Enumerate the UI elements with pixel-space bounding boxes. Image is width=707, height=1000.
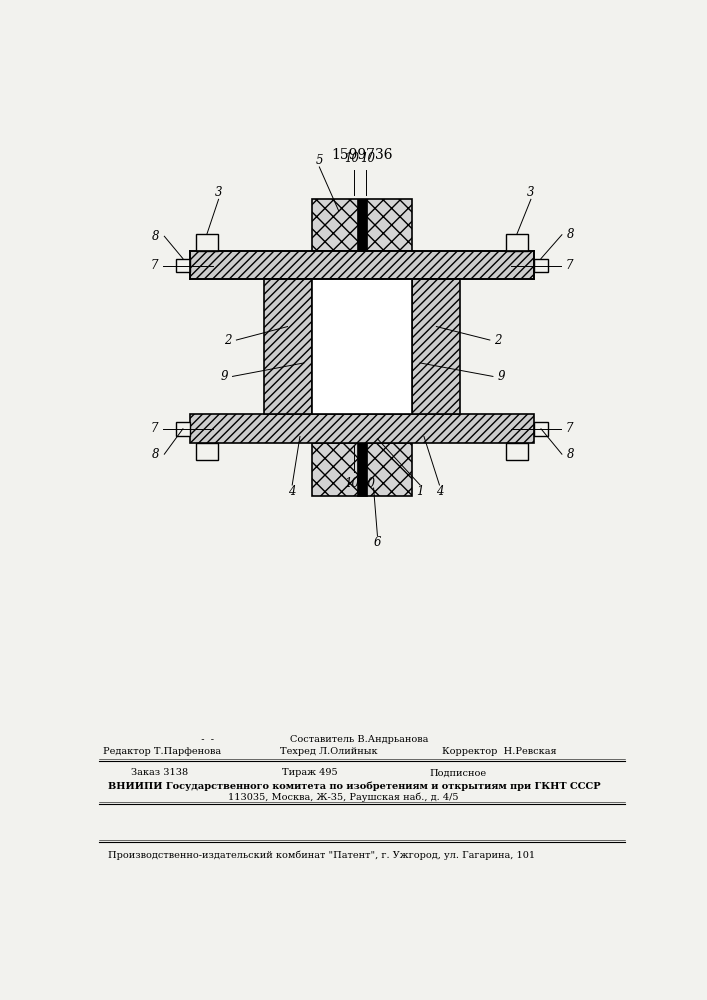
Text: Подписное: Подписное xyxy=(429,768,486,777)
Text: -  -: - - xyxy=(195,735,214,744)
Text: Техред Л.Олийнык: Техред Л.Олийнык xyxy=(280,747,378,756)
Text: 1: 1 xyxy=(416,485,423,498)
Text: 7: 7 xyxy=(566,422,573,435)
Bar xyxy=(506,234,528,251)
Bar xyxy=(312,199,412,251)
Text: 10: 10 xyxy=(344,477,359,490)
Text: 8: 8 xyxy=(566,228,574,241)
Text: Производственно-издательский комбинат "Патент", г. Ужгород, ул. Гагарина, 101: Производственно-издательский комбинат "П… xyxy=(107,851,535,860)
Text: 2: 2 xyxy=(224,334,232,347)
Text: 3: 3 xyxy=(527,186,534,199)
Text: 7: 7 xyxy=(151,422,158,435)
Text: 7: 7 xyxy=(151,259,158,272)
Text: 9: 9 xyxy=(498,370,505,383)
Bar xyxy=(506,443,528,460)
Bar xyxy=(196,234,218,251)
Text: 8: 8 xyxy=(152,448,160,461)
Text: 2: 2 xyxy=(494,334,502,347)
Text: Составитель В.Андрьанова: Составитель В.Андрьанова xyxy=(291,735,429,744)
Bar xyxy=(412,279,460,414)
Bar xyxy=(196,443,218,460)
Text: 7: 7 xyxy=(566,259,573,272)
Bar xyxy=(190,414,534,443)
Text: ВНИИПИ Государственного комитета по изобретениям и открытиям при ГКНТ СССР: ВНИИПИ Государственного комитета по изоб… xyxy=(107,781,600,791)
Bar xyxy=(264,279,312,414)
Text: 9: 9 xyxy=(221,370,228,383)
Bar xyxy=(356,443,368,496)
Text: 6: 6 xyxy=(374,536,381,549)
Text: 8: 8 xyxy=(566,448,574,461)
Text: 10: 10 xyxy=(344,152,359,165)
Bar xyxy=(312,279,412,414)
Text: 4: 4 xyxy=(436,485,443,498)
Text: 10: 10 xyxy=(361,152,375,165)
Text: 5: 5 xyxy=(315,154,323,167)
Text: 8: 8 xyxy=(152,230,160,243)
Bar xyxy=(190,251,534,279)
Bar xyxy=(176,422,190,436)
Text: Редактор Т.Парфенова: Редактор Т.Парфенова xyxy=(103,747,221,756)
Text: Корректор  Н.Ревская: Корректор Н.Ревская xyxy=(442,747,556,756)
Text: 4: 4 xyxy=(288,485,296,498)
Bar xyxy=(534,422,548,436)
Text: 113035, Москва, Ж-35, Раушская наб., д. 4/5: 113035, Москва, Ж-35, Раушская наб., д. … xyxy=(228,793,458,802)
Text: Заказ 3138: Заказ 3138 xyxy=(131,768,188,777)
Text: 1599736: 1599736 xyxy=(331,148,392,162)
Text: 10: 10 xyxy=(361,477,375,490)
Bar xyxy=(176,259,190,272)
Text: 3: 3 xyxy=(215,186,222,199)
Text: Тираж 495: Тираж 495 xyxy=(282,768,338,777)
Bar xyxy=(312,443,412,496)
Bar xyxy=(356,199,368,251)
Bar xyxy=(534,259,548,272)
